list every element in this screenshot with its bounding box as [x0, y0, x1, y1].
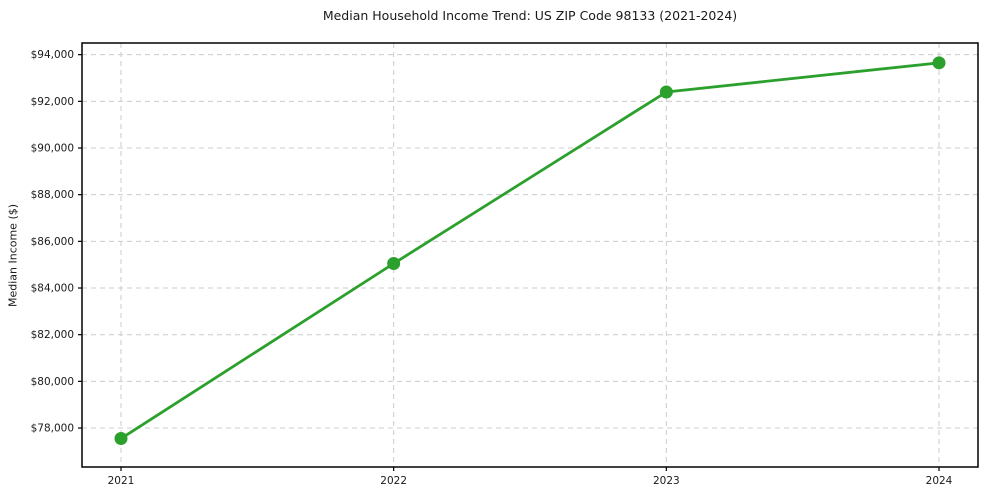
- y-tick-label: $78,000: [31, 423, 74, 435]
- y-tick-label: $86,000: [31, 236, 74, 248]
- x-tick-label: 2021: [108, 475, 135, 487]
- y-tick-label: $84,000: [31, 283, 74, 295]
- y-tick-label: $90,000: [31, 143, 74, 155]
- data-point-2023: [659, 85, 673, 99]
- y-tick-label: $88,000: [31, 189, 74, 201]
- trend-line: [119, 61, 941, 440]
- y-tick-label: $92,000: [31, 96, 74, 108]
- y-tick-label: $94,000: [31, 49, 74, 61]
- plot-border: [81, 42, 979, 468]
- x-tick-label: 2024: [926, 475, 953, 487]
- x-tick-label: 2022: [380, 475, 407, 487]
- data-point-2024: [932, 56, 946, 70]
- x-tick-label: 2023: [653, 475, 680, 487]
- chart-title: Median Household Income Trend: US ZIP Co…: [322, 8, 738, 23]
- data-point-2021: [114, 432, 128, 446]
- data-point-2022: [387, 257, 401, 271]
- y-tick-label: $82,000: [31, 329, 74, 341]
- y-tick-label: $80,000: [31, 376, 74, 388]
